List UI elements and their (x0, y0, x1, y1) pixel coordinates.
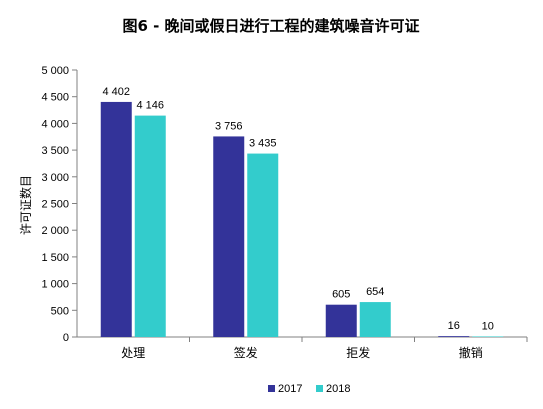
x-category-label: 处理 (121, 346, 145, 360)
legend-label: 2018 (326, 383, 350, 395)
x-category-label: 拒发 (346, 345, 370, 360)
y-tick-label: 5 000 (41, 65, 69, 77)
x-category-label: 签发 (234, 345, 258, 360)
bar (438, 336, 470, 337)
data-label: 3 435 (249, 138, 277, 150)
plot-area: 0 500 1 000 1 500 2 000 2 500 3 000 3 500 4 000 4… (41, 65, 528, 360)
legend-label: 2017 (278, 383, 302, 395)
data-label: 605 (332, 289, 350, 301)
data-label: 654 (366, 286, 384, 298)
y-axis-label: 许可证数目 (18, 175, 33, 235)
data-label: 4 146 (136, 100, 164, 112)
y-tick-label: 1 500 (41, 252, 69, 264)
y-tick-label: 4 000 (41, 118, 69, 130)
data-label: 10 (482, 320, 494, 332)
bar (325, 304, 357, 337)
legend-swatch (268, 385, 275, 392)
x-category-label: 撤销 (459, 345, 483, 360)
chart-title: 图6 - 晚间或假日进行工程的建筑噪音许可证 (122, 17, 419, 35)
bar (213, 136, 245, 337)
legend-swatch (316, 385, 323, 392)
data-label: 3 756 (215, 120, 243, 132)
y-tick-label: 3 000 (41, 172, 69, 184)
data-label: 16 (448, 320, 460, 332)
bar (247, 153, 279, 337)
y-tick-label: 0 (63, 332, 69, 344)
bar (359, 302, 391, 337)
y-tick-label: 500 (51, 305, 69, 317)
y-tick-label: 2 000 (41, 225, 69, 237)
data-label: 4 402 (102, 86, 130, 98)
legend: 2017 2018 (268, 383, 350, 395)
bar (100, 101, 132, 337)
y-tick-label: 3 500 (41, 145, 69, 157)
bar (472, 336, 504, 337)
y-tick-label: 2 500 (41, 199, 69, 211)
bar (134, 115, 166, 337)
y-tick-label: 1 000 (41, 279, 69, 291)
y-tick-label: 4 500 (41, 92, 69, 104)
